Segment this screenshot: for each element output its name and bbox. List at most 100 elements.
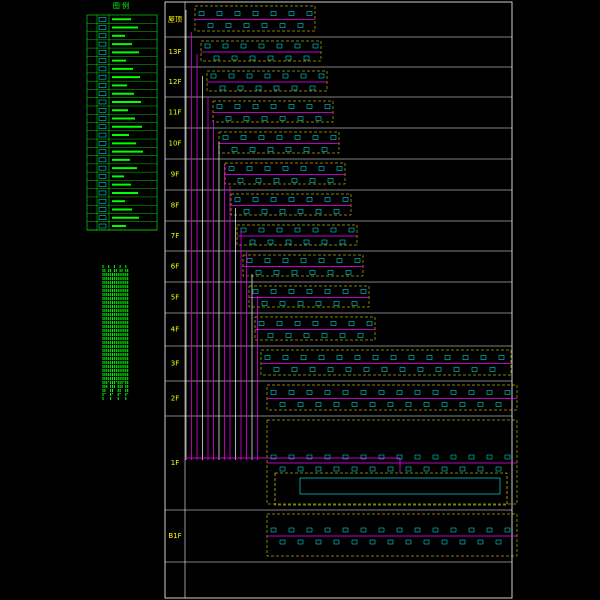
- device: [336, 166, 343, 171]
- device: [315, 116, 322, 121]
- device: [315, 539, 322, 545]
- device: [309, 178, 316, 183]
- device: [240, 43, 247, 49]
- legend-symbol: [98, 83, 107, 88]
- device: [396, 527, 403, 533]
- device: [414, 527, 421, 533]
- device: [300, 355, 307, 360]
- zone-box: [266, 384, 518, 411]
- device: [294, 227, 301, 233]
- legend-symbol: [98, 41, 107, 47]
- floor-label: 7F: [171, 232, 179, 240]
- device: [270, 289, 277, 294]
- floor-label: 6F: [171, 263, 179, 271]
- device: [369, 402, 376, 407]
- device: [288, 390, 295, 395]
- device: [432, 454, 439, 460]
- zone-box: [248, 285, 370, 308]
- device: [264, 73, 271, 79]
- device: [504, 454, 511, 460]
- device: [270, 104, 277, 109]
- legend-symbol: [98, 165, 107, 171]
- legend-symbol: [98, 25, 107, 30]
- device: [423, 466, 430, 472]
- legend-symbol: [98, 124, 107, 130]
- device: [342, 197, 349, 202]
- device: [339, 239, 346, 245]
- device: [225, 23, 232, 28]
- device: [198, 11, 205, 16]
- device: [279, 301, 286, 306]
- frame: [164, 1, 513, 599]
- device: [315, 209, 322, 214]
- device: [468, 390, 475, 395]
- device: [342, 289, 349, 294]
- device: [345, 270, 352, 275]
- device: [342, 527, 349, 533]
- device: [441, 539, 448, 545]
- device: [234, 11, 241, 16]
- floor-label: 10F: [169, 140, 182, 148]
- device: [348, 227, 355, 233]
- device: [306, 527, 313, 533]
- device: [288, 11, 295, 16]
- device: [258, 321, 265, 326]
- device: [372, 355, 379, 360]
- device: [414, 454, 421, 460]
- device: [318, 355, 325, 360]
- device: [423, 539, 430, 545]
- device: [333, 402, 340, 407]
- device: [324, 104, 331, 109]
- device: [345, 367, 352, 372]
- device: [441, 402, 448, 407]
- legend-symbol: [98, 223, 107, 229]
- device: [255, 85, 262, 91]
- device: [282, 355, 289, 360]
- device: [264, 355, 271, 360]
- device: [267, 55, 274, 61]
- device: [261, 301, 268, 306]
- device: [477, 539, 484, 545]
- device: [297, 209, 304, 214]
- device: [255, 270, 262, 275]
- legend-symbol: [98, 207, 107, 212]
- legend-title: 图 例: [113, 1, 129, 10]
- device: [264, 258, 271, 263]
- device: [261, 116, 268, 121]
- device: [336, 355, 343, 360]
- device: [297, 116, 304, 121]
- device: [450, 527, 457, 533]
- device: [258, 227, 265, 233]
- zone-box: [254, 316, 376, 341]
- device: [216, 11, 223, 16]
- device: [285, 333, 292, 338]
- device: [357, 333, 364, 338]
- device: [369, 539, 376, 545]
- device: [246, 73, 253, 79]
- device: [267, 333, 274, 338]
- device: [459, 466, 466, 472]
- device: [273, 270, 280, 275]
- device: [387, 402, 394, 407]
- device: [396, 390, 403, 395]
- device: [279, 209, 286, 214]
- device: [249, 147, 256, 152]
- device: [243, 209, 250, 214]
- device: [219, 85, 226, 91]
- device: [414, 390, 421, 395]
- legend-symbol: [98, 99, 107, 105]
- legend-symbol: [98, 174, 107, 179]
- device: [450, 390, 457, 395]
- device: [495, 539, 502, 545]
- device: [360, 527, 367, 533]
- device: [231, 55, 238, 61]
- device: [306, 390, 313, 395]
- device: [405, 466, 412, 472]
- device: [270, 527, 277, 533]
- device: [288, 197, 295, 202]
- device: [417, 367, 424, 372]
- device: [405, 402, 412, 407]
- device: [309, 367, 316, 372]
- device: [285, 239, 292, 245]
